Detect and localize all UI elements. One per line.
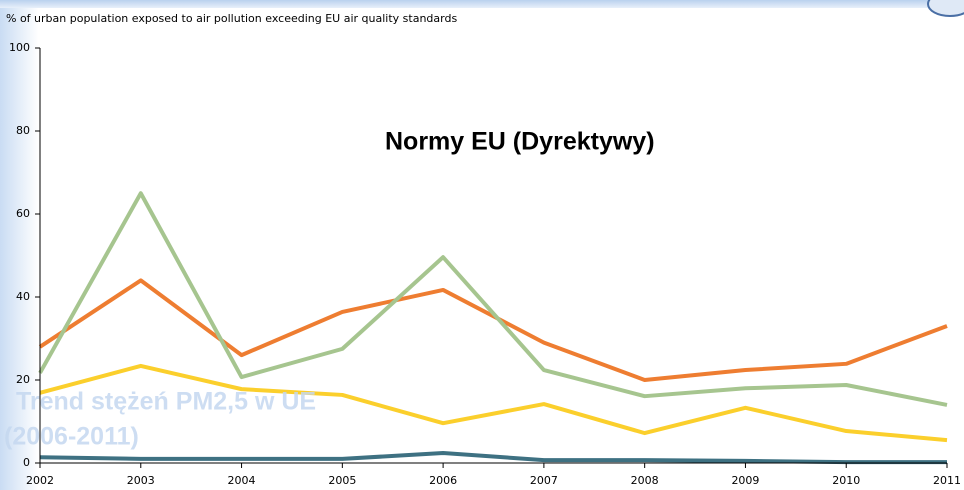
x-tick-label: 2011	[933, 474, 961, 487]
x-tick-label: 2008	[631, 474, 659, 487]
x-tick-label: 2002	[26, 474, 54, 487]
chart-title: % of urban population exposed to air pol…	[6, 12, 457, 25]
top-band	[0, 0, 964, 8]
x-tick-label: 2007	[530, 474, 558, 487]
x-tick-label: 2009	[731, 474, 759, 487]
annotation: Normy EU (Dyrektywy)	[385, 128, 655, 156]
overlay-text: Trend stężeń PM2,5 w UE	[16, 388, 316, 416]
y-tick-label: 40	[16, 290, 30, 303]
logo	[927, 0, 964, 17]
y-tick-label: 20	[16, 373, 30, 386]
overlay-text: (2006-2011)	[4, 423, 139, 451]
y-tick-label: 100	[9, 41, 30, 54]
x-tick-label: 2006	[429, 474, 457, 487]
x-tick-label: 2004	[228, 474, 256, 487]
y-tick-label: 60	[16, 207, 30, 220]
x-tick-label: 2010	[832, 474, 860, 487]
y-tick-label: 0	[23, 456, 30, 469]
series-line	[38, 191, 948, 407]
y-tick-label: 80	[16, 124, 30, 137]
series-line	[39, 363, 948, 443]
series-line	[39, 451, 947, 465]
x-tick-label: 2005	[328, 474, 356, 487]
x-tick-label: 2003	[127, 474, 155, 487]
